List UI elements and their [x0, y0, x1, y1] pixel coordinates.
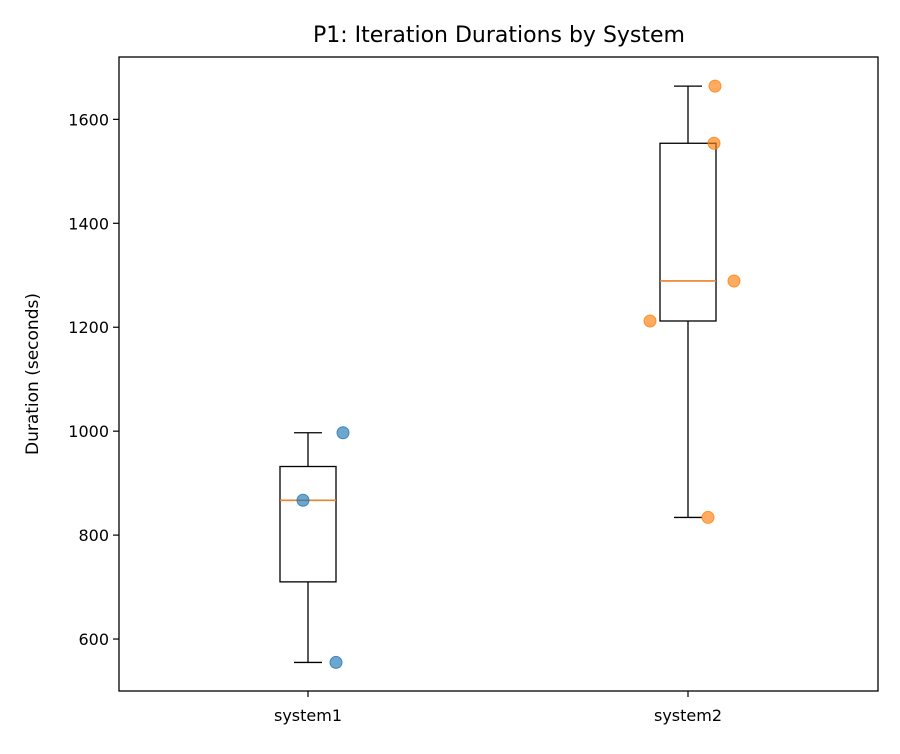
- box-group-system1: [279, 426, 350, 669]
- y-tick-label: 800: [78, 526, 109, 545]
- data-point: [336, 426, 350, 440]
- chart-title: P1: Iteration Durations by System: [313, 23, 685, 48]
- data-point: [701, 510, 715, 524]
- x-axis: system1 system2: [274, 691, 722, 725]
- data-point: [727, 274, 741, 288]
- y-tick-label: 1400: [68, 214, 109, 233]
- box-iqr: [659, 142, 717, 322]
- plot-area: [279, 79, 741, 669]
- x-tick-label: system1: [274, 706, 342, 725]
- box-iqr: [279, 465, 337, 583]
- axes-frame: [118, 56, 879, 692]
- y-tick-label: 600: [78, 630, 109, 649]
- data-point: [708, 79, 722, 93]
- box-group-system2: [643, 79, 741, 524]
- x-tick-label: system2: [654, 706, 722, 725]
- data-point: [329, 655, 343, 669]
- y-axis-label: Duration (seconds): [23, 293, 43, 455]
- data-point: [643, 314, 657, 328]
- y-tick-label: 1000: [68, 422, 109, 441]
- y-tick-label: 1200: [68, 318, 109, 337]
- y-axis: 600 800 1000 1200 1400 1600: [68, 110, 119, 649]
- y-tick-label: 1600: [68, 110, 109, 129]
- data-point: [296, 493, 310, 507]
- data-point: [707, 136, 721, 150]
